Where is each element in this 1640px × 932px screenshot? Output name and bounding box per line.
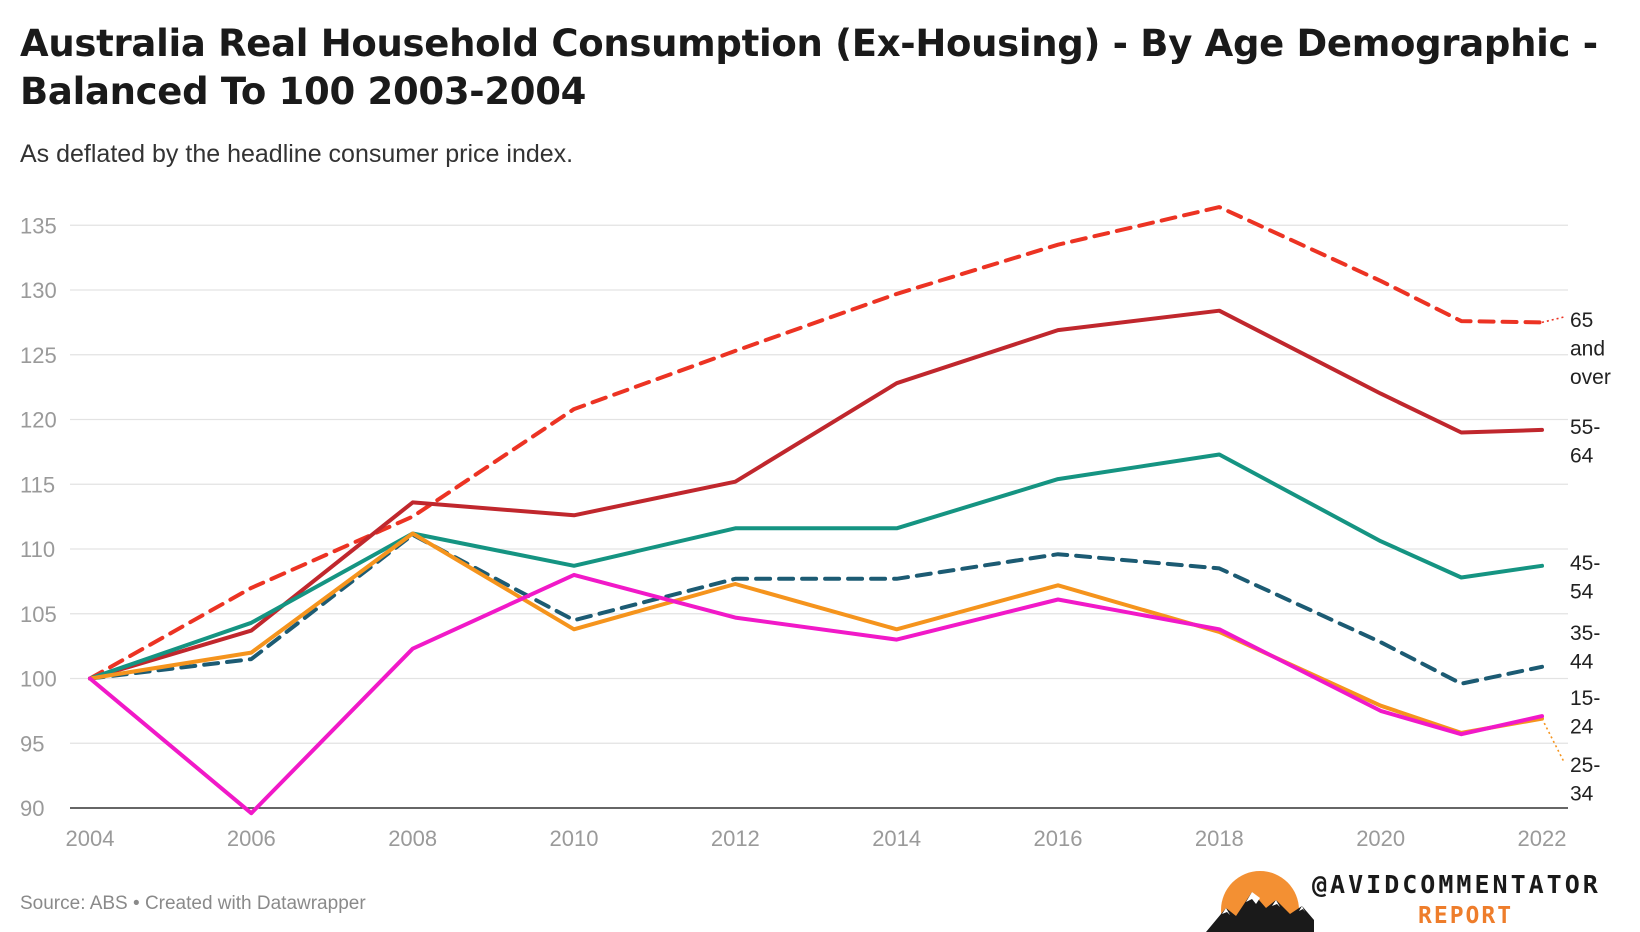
- series-label: 55-64: [1570, 416, 1600, 468]
- y-tick-label: 125: [20, 343, 57, 368]
- y-tick-label: 120: [20, 408, 57, 433]
- label-connector: [1541, 718, 1565, 763]
- series-line: [88, 532, 1544, 686]
- grid-lines: [70, 224, 1568, 809]
- label-connectors: [1541, 316, 1565, 763]
- series-label: 35-44: [1570, 622, 1600, 674]
- y-tick-label: 100: [20, 667, 57, 692]
- x-tick-label: 2020: [1356, 826, 1405, 851]
- y-tick-label: 110: [20, 537, 55, 562]
- y-tick-label: 90: [20, 796, 44, 821]
- x-tick-label: 2006: [227, 826, 276, 851]
- x-tick-label: 2010: [550, 826, 599, 851]
- series-line: [88, 205, 1544, 681]
- series-line: [88, 572, 1544, 816]
- x-tick-label: 2008: [388, 826, 437, 851]
- x-tick-label: 2018: [1195, 826, 1244, 851]
- series-label: 65 and over: [1570, 309, 1611, 389]
- y-tick-label: 135: [20, 213, 57, 238]
- label-connector: [1541, 316, 1565, 324]
- x-tick-label: 2014: [872, 826, 921, 851]
- y-tick-label: 95: [20, 731, 44, 756]
- x-tick-label: 2004: [66, 826, 115, 851]
- x-tick-label: 2012: [711, 826, 760, 851]
- y-tick-label: 115: [20, 472, 55, 497]
- chart-title: Australia Real Household Consumption (Ex…: [20, 22, 1598, 113]
- brand-handle: @AVIDCOMMENTATOR: [1312, 870, 1601, 899]
- brand-report: REPORT: [1418, 903, 1514, 929]
- y-axis-ticks: 90 95 100 105 110 115 120 125 130 135: [20, 213, 57, 821]
- series-labels: 65 and over 55-64 45-54 35-44 25-34 15-24: [1570, 309, 1611, 806]
- x-tick-label: 2022: [1518, 826, 1567, 851]
- y-tick-label: 130: [20, 278, 57, 303]
- series-line: [88, 452, 1544, 681]
- series-label: 45-54: [1570, 552, 1600, 604]
- chart-subtitle: As deflated by the headline consumer pri…: [20, 140, 574, 168]
- x-tick-label: 2016: [1034, 826, 1083, 851]
- series-lines: [88, 205, 1544, 816]
- series-label: 25-34: [1570, 754, 1600, 806]
- series-line: [88, 308, 1544, 681]
- x-axis-ticks: 2004 2006 2008 2010 2012 2014 2016 2018 2020 2022: [66, 826, 1567, 851]
- source-note: Source: ABS • Created with Datawrapper: [20, 893, 366, 914]
- y-tick-label: 105: [20, 602, 57, 627]
- mountain-sun-logo-icon: [1206, 871, 1314, 932]
- series-label: 15-24: [1570, 687, 1600, 739]
- series-line: [88, 531, 1544, 735]
